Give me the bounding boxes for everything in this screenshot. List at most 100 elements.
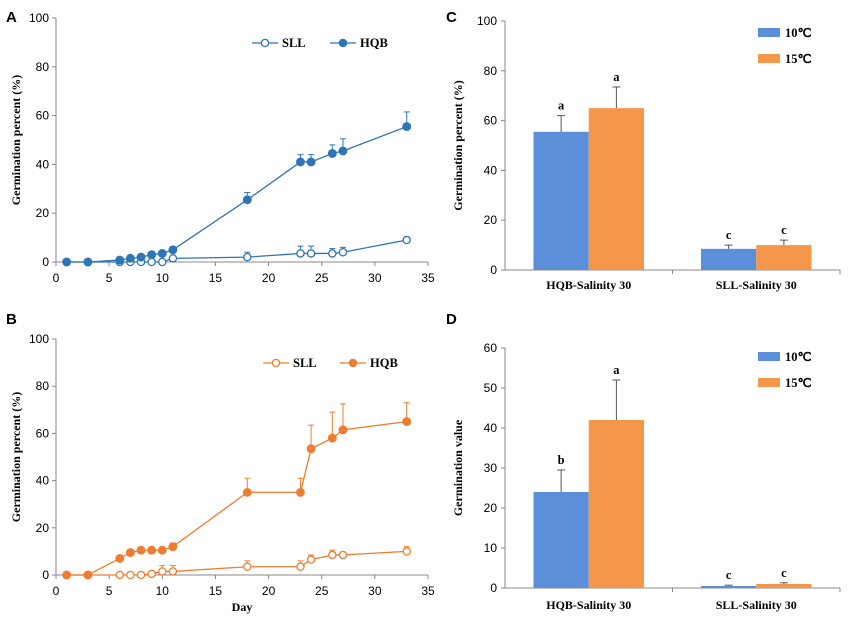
significance-label: c — [781, 566, 787, 580]
x-tick-label: 35 — [421, 584, 435, 598]
y-tick-label: 60 — [36, 109, 50, 123]
data-point-sll — [296, 249, 305, 258]
significance-label: c — [726, 568, 732, 582]
data-point-hqb — [296, 157, 305, 167]
x-tick-label: 30 — [368, 271, 382, 285]
panel-a: A 0 20 40 60 80 100 0 5 10 15 20 25 30 35 Germination p… — [6, 9, 435, 285]
x-tick-label: 25 — [315, 271, 329, 285]
y-tick-label: 60 — [484, 114, 498, 128]
data-point-sll — [136, 570, 146, 580]
data-point-hqb — [402, 417, 412, 427]
data-point-sll — [306, 555, 316, 564]
data-point-hqb — [125, 253, 135, 263]
data-point-sll — [243, 562, 252, 571]
data-point-hqb — [157, 545, 167, 555]
y-tick-label: 0 — [42, 255, 49, 269]
y-tick-label: 40 — [484, 421, 498, 435]
data-point-sll — [147, 569, 156, 579]
data-point-hqb — [242, 195, 252, 205]
y-tick-label: 40 — [36, 474, 50, 488]
x-tick-label: 25 — [315, 584, 329, 598]
x-tick-label: 15 — [209, 271, 223, 285]
panel-letter: C — [446, 9, 457, 26]
y-tick-label: 60 — [36, 426, 50, 440]
data-point-hqb — [62, 257, 72, 267]
y-tick-label: 80 — [484, 64, 498, 78]
y-tick-label: 80 — [36, 379, 50, 393]
data-point-sll — [338, 247, 348, 257]
data-point-hqb — [338, 146, 348, 156]
legend-label-sll: SLL — [293, 356, 317, 370]
legend-swatch-series-1 — [758, 378, 780, 387]
y-axis-title: Germination percent (%) — [9, 392, 23, 522]
panel-d: D 0 10 20 30 40 50 60 Germination value HQB-Salin… — [446, 311, 841, 612]
category-label: SLL-Salinity 30 — [716, 278, 797, 292]
panel-letter: B — [6, 311, 17, 328]
y-tick-label: 0 — [42, 568, 49, 582]
x-tick-label: 0 — [53, 271, 60, 285]
data-point-sll — [158, 257, 167, 267]
y-tick-label: 100 — [29, 332, 49, 346]
x-tick-label: 20 — [262, 584, 276, 598]
x-tick-label: 35 — [421, 271, 435, 285]
x-tick-label: 0 — [53, 584, 60, 598]
y-tick-label: 80 — [36, 60, 50, 74]
y-tick-label: 20 — [36, 206, 50, 220]
legend-swatch-series-0 — [758, 352, 780, 361]
x-tick-label: 5 — [106, 271, 113, 285]
y-tick-label: 20 — [484, 213, 498, 227]
panel-b: B 0 20 40 60 80 100 0 5 10 15 20 25 30 35 Germination p… — [6, 311, 435, 614]
y-tick-label: 100 — [477, 14, 497, 28]
legend-swatch-series-0 — [758, 28, 780, 37]
y-tick-label: 40 — [484, 163, 498, 177]
data-point-hqb — [136, 252, 146, 262]
data-point-hqb — [83, 257, 93, 267]
x-tick-label: 5 — [106, 584, 113, 598]
x-tick-label: 15 — [209, 584, 223, 598]
legend-label-series-1: 15℃ — [785, 52, 812, 66]
bar-series-0 — [533, 131, 589, 270]
data-point-hqb — [147, 250, 157, 260]
significance-label: c — [726, 228, 732, 242]
data-point-hqb — [168, 542, 178, 552]
data-point-sll — [306, 249, 316, 258]
series-line-hqb — [66, 420, 407, 576]
data-point-sll — [328, 550, 337, 560]
legend-marker-hqb — [348, 358, 358, 368]
y-tick-label: 10 — [484, 541, 498, 555]
panel-letter: D — [446, 311, 457, 328]
legend-marker-sll — [260, 38, 270, 48]
data-point-hqb — [168, 245, 178, 255]
significance-label: c — [781, 223, 787, 237]
legend-label-hqb: HQB — [370, 356, 398, 370]
category-label: HQB-Salinity 30 — [546, 598, 631, 612]
y-axis-title: Germination percent (%) — [9, 75, 23, 205]
data-point-hqb — [115, 255, 125, 265]
data-point-hqb — [115, 554, 125, 563]
data-point-hqb — [147, 545, 157, 555]
data-point-hqb — [306, 157, 316, 167]
legend-label-series-1: 15℃ — [785, 376, 812, 390]
data-point-hqb — [327, 433, 337, 443]
y-axis-title: Germination value — [451, 419, 465, 516]
legend-marker-sll — [271, 358, 281, 368]
data-point-hqb — [157, 249, 167, 258]
y-tick-label: 100 — [29, 11, 49, 25]
panel-letter: A — [6, 9, 17, 26]
data-point-sll — [158, 567, 167, 576]
data-point-hqb — [136, 545, 146, 555]
legend-label-series-0: 10℃ — [785, 350, 812, 364]
y-tick-label: 0 — [490, 581, 497, 595]
y-tick-label: 20 — [484, 501, 498, 515]
category-label: HQB-Salinity 30 — [546, 278, 631, 292]
significance-label: b — [558, 453, 565, 467]
panel-c: C 0 20 40 60 80 100 Germination percent (%) HQB-… — [446, 9, 841, 292]
data-point-sll — [296, 562, 305, 571]
data-point-sll — [115, 570, 125, 580]
legend-label-series-0: 10℃ — [785, 26, 812, 40]
bar-series-1 — [588, 108, 645, 271]
category-label: SLL-Salinity 30 — [716, 598, 797, 612]
data-point-hqb — [62, 570, 72, 580]
bar-series-0 — [700, 248, 757, 270]
data-point-sll — [328, 249, 337, 258]
